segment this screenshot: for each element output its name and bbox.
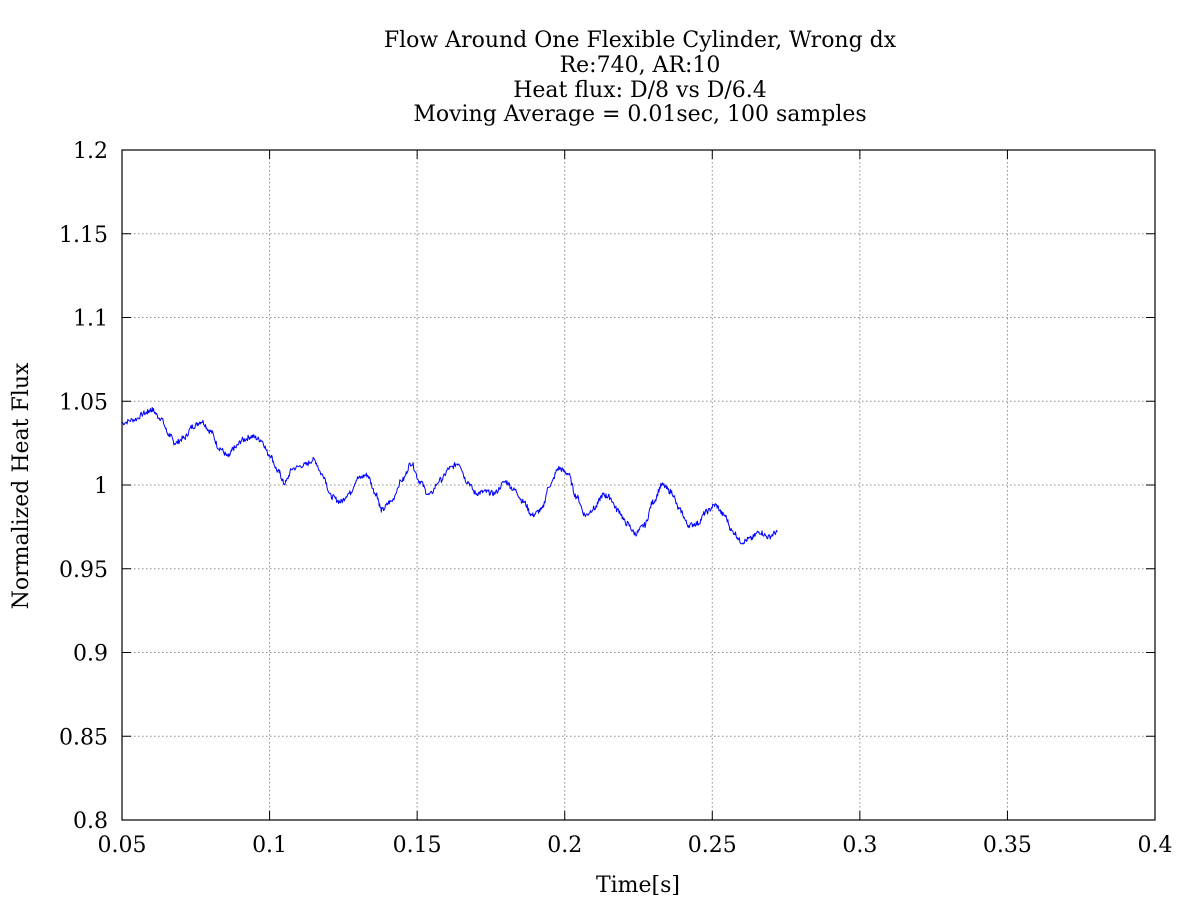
x-tick-label: 0.25 [688,833,737,858]
title-line-3: Heat flux: D/8 vs D/6.4 [513,78,767,103]
x-axis-label: Time[s] [596,873,680,898]
title-line-1: Flow Around One Flexible Cylinder, Wrong… [384,28,897,53]
y-tick-label: 0.9 [73,642,108,667]
series-line [121,406,778,545]
x-tick-label: 0.2 [547,833,582,858]
y-axis-label: Normalized Heat Flux [9,362,34,609]
title-line-2: Re:740, AR:10 [560,53,721,78]
series [121,406,778,545]
y-tick-label: 1.15 [59,223,108,248]
x-tick-label: 0.15 [393,833,442,858]
chart-title: Flow Around One Flexible Cylinder, Wrong… [384,28,897,127]
y-tick-label: 1.1 [73,307,108,332]
y-tick-labels: 0.8 0.85 0.9 0.95 1 1.05 1.1 1.15 1.2 [59,139,108,834]
y-tick-label: 0.95 [59,558,108,583]
y-tick-label: 1.05 [59,390,108,415]
x-tick-label: 0.3 [842,833,877,858]
title-line-4: Moving Average = 0.01sec, 100 samples [413,102,866,127]
x-tick-label: 0.05 [98,833,147,858]
ticks [121,149,1156,821]
x-tick-label: 0.1 [252,833,287,858]
x-tick-labels: 0.05 0.1 0.15 0.2 0.25 0.3 0.35 0.4 [98,833,1173,858]
x-tick-label: 0.4 [1138,833,1173,858]
grid [122,150,1155,820]
y-tick-label: 1 [94,474,108,499]
y-tick-label: 1.2 [73,139,108,164]
y-tick-label: 0.8 [73,809,108,834]
x-tick-label: 0.35 [983,833,1032,858]
y-tick-label: 0.85 [59,725,108,750]
